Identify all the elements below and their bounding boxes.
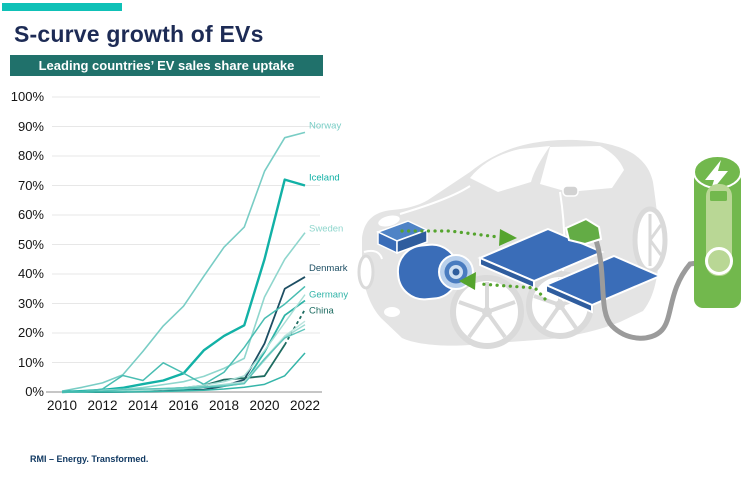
accent-bar xyxy=(2,3,122,11)
chart-series-label-norway: Norway xyxy=(309,120,341,131)
china-line-dashed-tail xyxy=(283,308,306,346)
y-tick-label: 50% xyxy=(17,236,44,252)
x-tick-label: 2016 xyxy=(168,398,199,413)
page-title: S-curve growth of EVs xyxy=(14,21,264,47)
y-tick-label: 80% xyxy=(17,148,44,163)
x-tick-label: 2020 xyxy=(249,398,280,413)
x-tick-label: 2012 xyxy=(87,398,118,413)
y-tick-label: 30% xyxy=(17,295,44,311)
fog-light xyxy=(384,307,400,317)
y-tick-label: 0% xyxy=(25,384,44,399)
station-socket[interactable] xyxy=(705,247,733,275)
sweden-line xyxy=(61,232,306,393)
charge-port-plug[interactable] xyxy=(564,217,603,246)
x-tick-label: 2010 xyxy=(46,398,78,413)
x-tick-label: 2018 xyxy=(208,398,240,413)
footer-brand: RMI – Energy. Transformed. xyxy=(30,454,149,464)
energy-flow-arrow-left xyxy=(459,272,547,301)
energy-flow-arrow-right xyxy=(400,229,517,246)
lightning-bolt-icon xyxy=(705,160,728,193)
rear-wheel xyxy=(632,206,668,274)
chart-series-label-denmark: Denmark xyxy=(309,263,348,274)
charging-station xyxy=(693,155,742,308)
front-wheel xyxy=(450,275,524,349)
x-tick-label: 2022 xyxy=(289,398,321,413)
chart-series-label-china: China xyxy=(309,305,335,316)
y-tick-label: 40% xyxy=(17,266,44,281)
side-mirror xyxy=(562,185,579,197)
chart-series-label-germany: Germany xyxy=(309,290,348,301)
chart-series-label-sweden: Sweden xyxy=(309,224,343,235)
y-tick-label: 10% xyxy=(17,354,44,370)
x-tick-label: 2014 xyxy=(127,398,159,413)
y-tick-label: 100% xyxy=(10,89,44,104)
y-tick-label: 70% xyxy=(17,177,44,193)
y-tick-label: 90% xyxy=(17,118,44,134)
unlabeled-6-line xyxy=(62,352,306,393)
y-tick-label: 20% xyxy=(17,325,44,340)
station-screen xyxy=(710,191,727,201)
charging-cable[interactable] xyxy=(593,237,715,341)
far-front-wheel xyxy=(357,254,375,290)
unlabeled-5-line xyxy=(61,328,306,393)
norway-line xyxy=(61,131,306,392)
unlabeled-1-line xyxy=(61,285,306,393)
headlight xyxy=(378,215,400,227)
chart-series-label-iceland: Iceland xyxy=(309,173,340,184)
y-tick-label: 60% xyxy=(17,207,44,222)
chart-subtitle-banner: Leading countries’ EV sales share uptake xyxy=(10,55,323,76)
onboard-charger-box xyxy=(376,220,429,255)
